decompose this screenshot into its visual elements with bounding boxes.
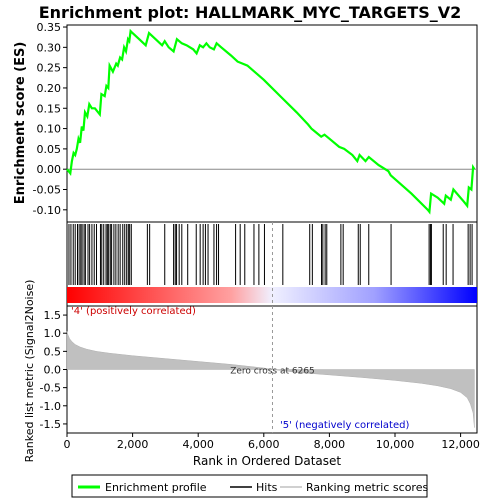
es-y-axis: 0.35 0.30 0.25 0.20 0.15 0.10 0.05 0.00 -0.05 -0.… (33, 21, 67, 217)
x-tick-label: 8,000 (314, 438, 346, 451)
es-y-tick-label: 0.25 (37, 62, 62, 75)
es-profile-line (66, 28, 476, 215)
x-tick-label: 10,000 (376, 438, 415, 451)
legend: Enrichment profile Hits Ranking metric s… (71, 474, 428, 498)
x-tick-label: 12,000 (441, 438, 480, 451)
es-y-tick-label: 0.35 (37, 21, 62, 34)
metric-panel: Zero cross at 6265 '4' (positively corre… (23, 222, 480, 468)
legend-label-metric: Ranking metric scores (306, 481, 428, 494)
metric-y-label: Ranked list metric (Signal2Noise) (23, 280, 36, 463)
es-y-tick-label: 0.00 (37, 163, 62, 176)
neg-corr-label: '5' (negatively correlated) (280, 420, 409, 431)
metric-y-tick-label: 1.0 (44, 327, 62, 340)
es-y-tick-label: -0.10 (33, 204, 61, 217)
metric-x-axis: 0 2,000 4,000 6,000 8,000 10,000 12,000 (64, 433, 480, 451)
metric-y-tick-label: -1.0 (40, 400, 61, 413)
metric-y-axis: 1.5 1.0 0.5 0.0 -0.5 -1.0 -1.5 (40, 309, 67, 431)
es-y-label: Enrichment score (ES) (13, 42, 28, 205)
es-y-tick-label: -0.05 (33, 184, 61, 197)
pos-corr-label: '4' (positively correlated) (71, 306, 196, 317)
metric-y-tick-label: 0.5 (44, 345, 62, 358)
metric-y-tick-label: -0.5 (40, 382, 61, 395)
es-y-tick-label: 0.15 (37, 102, 62, 115)
x-tick-label: 0 (64, 438, 71, 451)
x-axis-label: Rank in Ordered Dataset (193, 454, 341, 468)
es-y-tick-label: 0.30 (37, 41, 62, 54)
x-tick-label: 2,000 (117, 438, 149, 451)
es-panel: 0.35 0.30 0.25 0.20 0.15 0.10 0.05 0.00 -0.05 -0.… (13, 21, 478, 223)
x-tick-label: 6,000 (248, 438, 280, 451)
es-y-tick-label: 0.05 (37, 143, 62, 156)
legend-box (71, 474, 428, 498)
x-tick-label: 4,000 (182, 438, 214, 451)
legend-label-hits: Hits (256, 481, 278, 494)
legend-label-profile: Enrichment profile (105, 481, 207, 494)
metric-y-tick-label: -1.5 (40, 418, 61, 431)
zero-cross-label: Zero cross at 6265 (230, 367, 315, 377)
ranking-metric-area (66, 331, 475, 428)
es-y-tick-label: 0.10 (37, 123, 62, 136)
es-plot-area (66, 24, 478, 223)
hit-marks (68, 224, 473, 285)
chart-title: Enrichment plot: HALLMARK_MYC_TARGETS_V2 (39, 3, 462, 22)
metric-y-tick-label: 0.0 (44, 364, 62, 377)
es-y-tick-label: 0.20 (37, 82, 62, 95)
metric-y-tick-label: 1.5 (44, 309, 62, 322)
